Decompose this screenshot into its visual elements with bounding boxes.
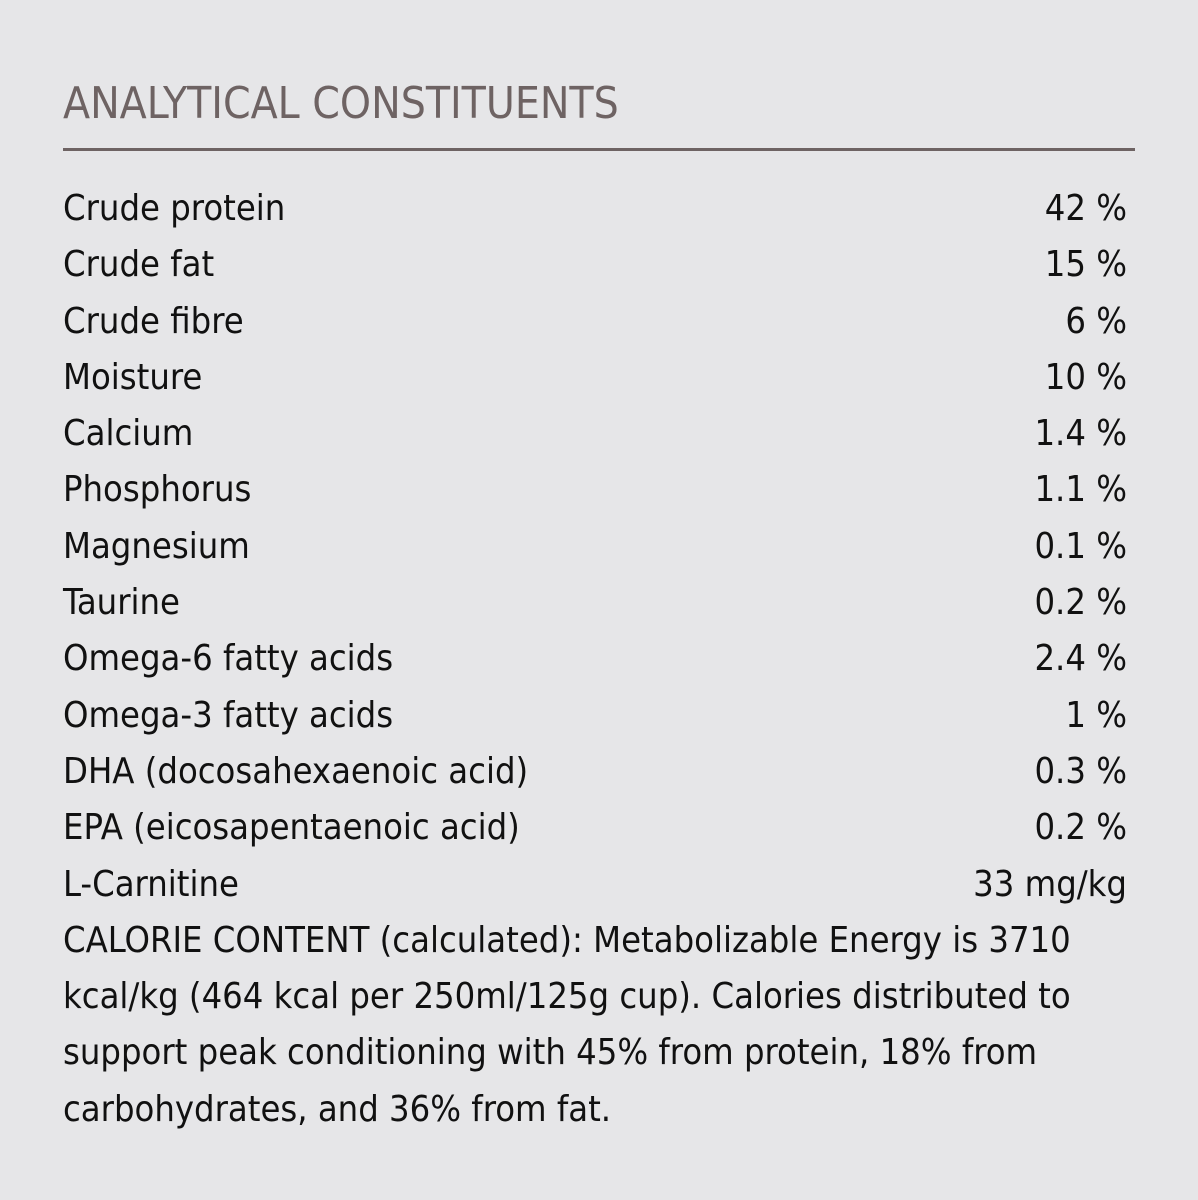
value: 42 %: [1044, 188, 1127, 229]
value: 6 %: [1065, 300, 1127, 342]
value: 0.3 %: [1034, 750, 1127, 792]
row: Crude protein 42 %: [63, 181, 1135, 237]
value: 0.2 %: [1034, 582, 1127, 624]
value: 0.2 %: [1034, 807, 1127, 849]
row: L-Carnitine 33 mg/kg: [63, 857, 1135, 913]
table: Crude protein 42 % Crude fat 15 % Crude fibr…: [63, 181, 1135, 913]
label: DHA (docosahexaenoic acid): [63, 750, 529, 792]
label: Crude fat: [63, 244, 215, 286]
label: Crude fibre: [63, 300, 244, 342]
row: Phosphorus 1.1 %: [63, 462, 1135, 518]
label: EPA (eicosapentaenoic acid): [63, 807, 520, 849]
label: Crude protein: [63, 188, 286, 229]
label: Omega-6 fatty acids: [63, 638, 394, 680]
label: Taurine: [63, 582, 180, 624]
label: Moisture: [63, 356, 203, 398]
row: DHA (docosahexaenoic acid) 0.3 %: [63, 744, 1135, 800]
value: 15 %: [1044, 244, 1127, 286]
label: L-Carnitine: [63, 863, 239, 905]
row: Calcium 1.4 %: [63, 406, 1135, 462]
calorie-note: CALORIE CONTENT (calculated): Metaboliza…: [63, 919, 1071, 1130]
row: EPA (eicosapentaenoic acid) 0.2 %: [63, 800, 1135, 856]
label: Phosphorus: [63, 469, 252, 511]
value: 1.1 %: [1034, 469, 1127, 511]
value: 10 %: [1044, 356, 1127, 398]
row: Omega-3 fatty acids 1 %: [63, 688, 1135, 744]
row: Crude fat 15 %: [63, 237, 1135, 293]
row: Omega-6 fatty acids 2.4 %: [63, 631, 1135, 687]
value: 1 %: [1065, 694, 1127, 736]
panel: ANALYTICAL CONSTITUENTS Crude protein 42 …: [63, 78, 1135, 1138]
row: Magnesium 0.1 %: [63, 519, 1135, 575]
label: Magnesium: [63, 525, 250, 567]
value: 2.4 %: [1034, 638, 1127, 680]
row: Taurine 0.2 %: [63, 575, 1135, 631]
value: 33 mg/kg: [973, 863, 1127, 905]
value: 1.4 %: [1034, 413, 1127, 455]
row: Crude fibre 6 %: [63, 294, 1135, 350]
value: 0.1 %: [1034, 525, 1127, 567]
label: Calcium: [63, 413, 194, 455]
title: ANALYTICAL CONSTITUENTS: [63, 78, 1135, 151]
row: Moisture 10 %: [63, 350, 1135, 406]
label: Omega-3 fatty acids: [63, 694, 394, 736]
